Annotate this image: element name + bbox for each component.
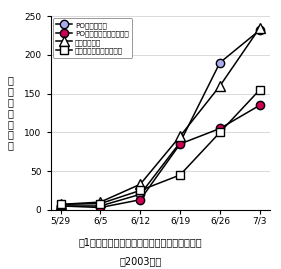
農ビフィルム — [258, 26, 262, 29]
Y-axis label: 累
積
罅
病
果
実
数: 累 積 罅 病 果 実 数 — [8, 76, 13, 150]
PO系紫外線除去フィルム — [59, 204, 62, 208]
Line: PO系紫外線除去フィルム: PO系紫外線除去フィルム — [56, 101, 264, 212]
農ビ紫外線除去フィルム — [139, 189, 142, 192]
PO系フィルム — [59, 204, 62, 208]
PO系フィルム — [99, 204, 102, 208]
農ビフィルム — [178, 134, 182, 138]
PO系フィルム — [178, 141, 182, 144]
PO系紫外線除去フィルム — [178, 142, 182, 146]
農ビフィルム — [218, 84, 222, 87]
農ビ紫外線除去フィルム — [178, 173, 182, 176]
農ビ紫外線除去フィルム — [99, 202, 102, 205]
PO系紫外線除去フィルム — [258, 104, 262, 107]
Line: 農ビフィルム: 農ビフィルム — [56, 23, 265, 209]
Text: 図1．キュウリにおける灰色かび病の発生推移: 図1．キュウリにおける灰色かび病の発生推移 — [79, 237, 202, 247]
農ビ紫外線除去フィルム — [59, 203, 62, 206]
農ビ紫外線除去フィルム — [258, 88, 262, 91]
農ビ紫外線除去フィルム — [218, 131, 222, 134]
PO系紫外線除去フィルム — [139, 198, 142, 201]
Line: PO系フィルム: PO系フィルム — [56, 26, 264, 210]
PO系フィルム — [139, 193, 142, 196]
Text: （2003年）: （2003年） — [119, 256, 162, 266]
農ビフィルム — [139, 183, 142, 186]
PO系紫外線除去フィルム — [218, 127, 222, 130]
PO系紫外線除去フィルム — [99, 206, 102, 209]
PO系フィルム — [218, 61, 222, 64]
PO系フィルム — [258, 29, 262, 32]
Line: 農ビ紫外線除去フィルム: 農ビ紫外線除去フィルム — [56, 86, 264, 208]
農ビフィルム — [59, 203, 62, 206]
農ビフィルム — [99, 200, 102, 204]
Legend: PO系フィルム, PO系紫外線除去フィルム, 農ビフィルム, 農ビ紫外線除去フィルム: PO系フィルム, PO系紫外線除去フィルム, 農ビフィルム, 農ビ紫外線除去フィ… — [53, 18, 133, 58]
